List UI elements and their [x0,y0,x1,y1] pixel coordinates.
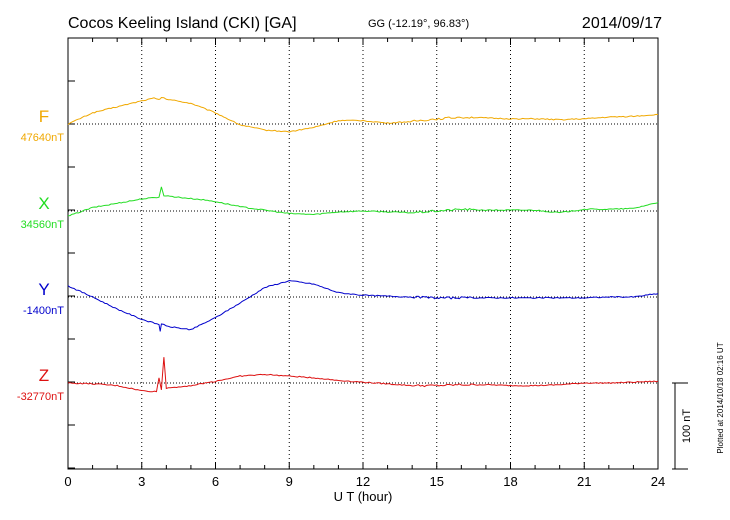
x-tick-label: 21 [577,474,591,489]
series-f-line [67,96,659,133]
x-tick-label: 3 [138,474,145,489]
station-title: Cocos Keeling Island (CKI) [GA] [68,15,297,32]
x-tick-label: 9 [286,474,293,489]
series-y-line [67,279,659,332]
series-x-name: X [38,194,49,213]
x-tick-labels: 0 3 6 9 12 15 18 21 24 [64,474,665,489]
scale-bar-label: 100 nT [681,409,693,444]
x-tick-label: 6 [212,474,219,489]
station-coordinates: GG (-12.19°, 96.83°) [368,18,469,30]
series-labels: F 47640nT X 34560nT Y -1400nT Z -32770nT [17,107,64,403]
x-tick-label: 15 [430,474,444,489]
x-tick-label: 18 [503,474,517,489]
x-tick-label: 0 [64,474,71,489]
series-z-name: Z [39,366,49,385]
x-tick-label: 12 [356,474,370,489]
series-y-name: Y [38,280,49,299]
series-x-line [67,186,659,217]
series-y-baseline: -1400nT [23,305,64,317]
series-lines [67,96,659,393]
axis-ticks [67,38,659,469]
scale-bar: 100 nT [672,382,693,470]
vertical-grid [141,38,585,469]
series-f-name: F [39,107,49,126]
series-f-baseline: 47640nT [21,132,65,144]
series-x-baseline: 34560nT [21,219,65,231]
x-tick-label: 24 [651,474,665,489]
plotted-timestamp: Plotted at 2014/10/18 02:16 UT [716,342,725,453]
plot-date: 2014/09/17 [582,15,662,32]
series-z-line [67,357,659,393]
series-z-baseline: -32770nT [17,391,64,403]
x-axis-label: U T (hour) [334,489,393,504]
